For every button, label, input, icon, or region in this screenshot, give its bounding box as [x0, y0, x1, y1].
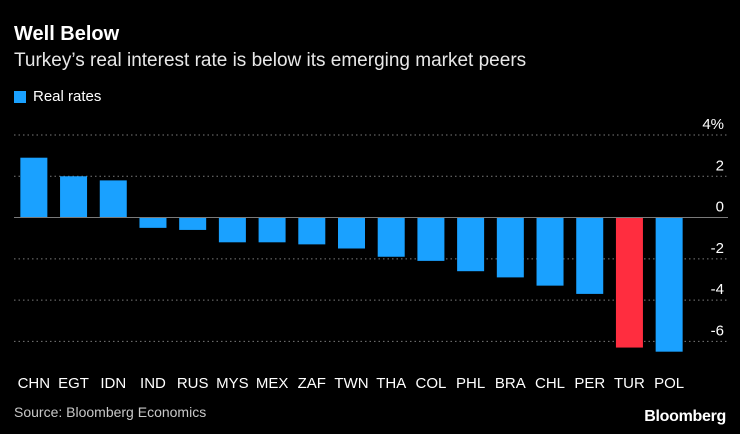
y-tick-label: -4	[711, 281, 724, 298]
legend-label: Real rates	[33, 88, 102, 105]
bar-phl	[457, 217, 485, 272]
bar-egt	[60, 176, 88, 218]
bar-per	[576, 217, 604, 294]
bar-bra	[496, 217, 524, 278]
bloomberg-logo: Bloomberg	[644, 408, 726, 425]
x-tick-label: MEX	[256, 375, 289, 392]
y-tick-label: 0	[716, 199, 724, 216]
source-note: Source: Bloomberg Economics	[14, 404, 207, 420]
y-tick-label: -2	[711, 240, 724, 257]
x-tick-label: COL	[415, 375, 446, 392]
x-tick-label: CHL	[535, 375, 565, 392]
x-tick-label: PHL	[456, 375, 485, 392]
x-tick-label: RUS	[177, 375, 209, 392]
x-tick-label: MYS	[216, 375, 249, 392]
bar-chl	[536, 217, 564, 286]
bar-chn	[20, 157, 48, 218]
x-tick-label: BRA	[495, 375, 526, 392]
y-tick-label: 4%	[702, 116, 724, 133]
x-tick-label: IND	[140, 375, 166, 392]
x-tick-label: TWN	[334, 375, 368, 392]
x-tick-label: THA	[376, 375, 406, 392]
x-tick-label: TUR	[614, 375, 645, 392]
bar-mys	[218, 217, 246, 243]
x-tick-label: IDN	[100, 375, 126, 392]
bar-ind	[139, 217, 167, 228]
bar-rus	[179, 217, 207, 230]
bar-tha	[377, 217, 405, 257]
bar-idn	[99, 180, 127, 218]
bar-twn	[338, 217, 365, 249]
x-tick-label: CHN	[18, 375, 51, 392]
x-tick-label: PER	[574, 375, 605, 392]
x-tick-label: EGT	[58, 375, 89, 392]
bar-zaf	[298, 217, 326, 245]
y-tick-label: 2	[716, 157, 724, 174]
x-tick-label: ZAF	[298, 375, 326, 392]
y-tick-label: -6	[711, 322, 724, 339]
bar-tur	[615, 217, 643, 348]
chart-subtitle: Turkey’s real interest rate is below its…	[14, 50, 527, 71]
legend-swatch	[14, 91, 26, 103]
x-tick-label: POL	[654, 375, 684, 392]
bar-pol	[655, 217, 683, 352]
chart-title: Well Below	[14, 23, 120, 45]
legend: Real rates	[14, 88, 101, 106]
bar-col	[417, 217, 445, 261]
bar-mex	[258, 217, 286, 243]
